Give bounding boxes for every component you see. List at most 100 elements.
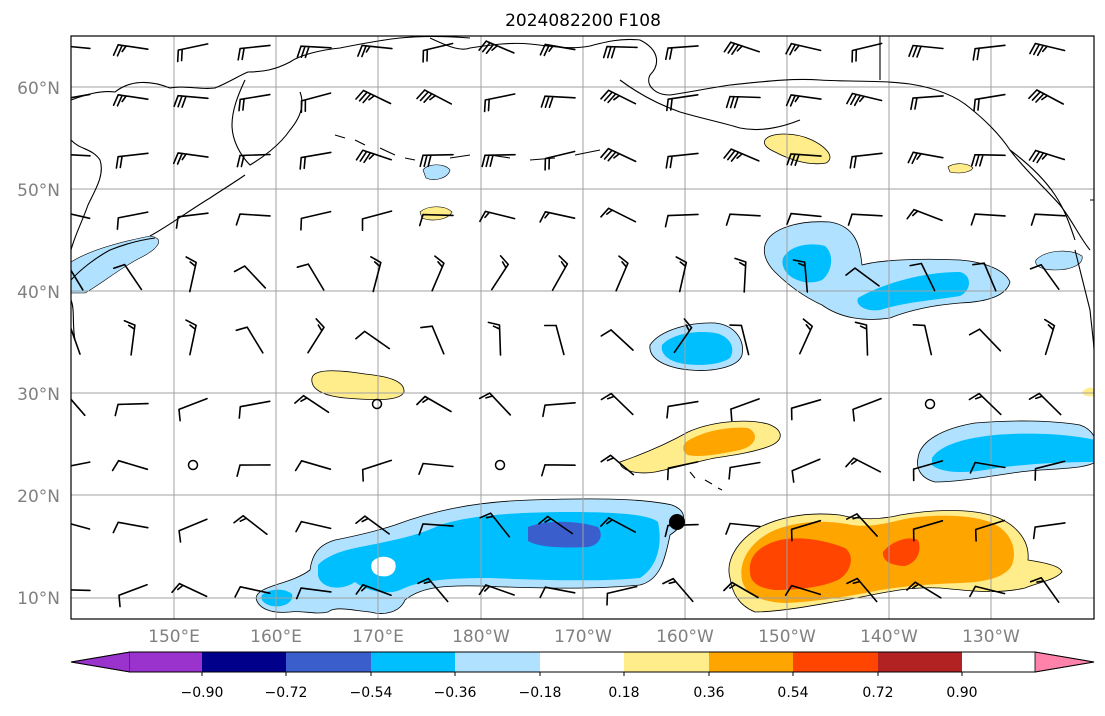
wind-barb — [846, 513, 878, 537]
wind-barb — [71, 523, 91, 530]
wind-barb — [361, 459, 393, 482]
lon-label: 170°E — [352, 627, 404, 647]
coast-kamchatka — [231, 79, 303, 166]
wind-barb — [729, 324, 750, 356]
lon-label: 150°W — [758, 627, 816, 647]
lat-label: 30°N — [17, 385, 60, 405]
wind-barb — [1028, 392, 1062, 416]
wind-barb — [849, 152, 883, 169]
wind-barb — [123, 320, 136, 356]
wind-barb — [666, 94, 699, 112]
colorbar-extend-high — [1034, 651, 1095, 673]
wind-barb — [478, 40, 515, 54]
lat-label: 50°N — [17, 181, 60, 201]
wind-barb — [786, 212, 822, 225]
colorbar-tick-label: 0.90 — [946, 685, 977, 701]
lon-label: 140°W — [860, 627, 918, 647]
wind-barb — [71, 461, 91, 467]
colorbar-tick-label: 0.72 — [862, 685, 893, 701]
wind-barb — [725, 213, 761, 226]
colorbar-tick-label: 0.54 — [777, 685, 808, 701]
calm-circle — [924, 398, 936, 410]
wind-barb — [851, 42, 883, 63]
wind-barb — [784, 584, 822, 596]
wind-barb — [71, 93, 91, 99]
wind-barb — [973, 93, 1006, 112]
wind-barb — [730, 398, 760, 422]
calm-markers — [187, 398, 936, 471]
wind-barb — [419, 153, 454, 168]
wind-barb — [236, 464, 271, 477]
wind-barb — [906, 208, 943, 222]
wind-barb — [1028, 89, 1064, 105]
wind-barb — [600, 454, 635, 476]
border-us-canada — [879, 36, 1094, 201]
colorbar-tick-label: −0.36 — [434, 685, 477, 701]
wind-barb — [357, 44, 393, 58]
wind-barb — [71, 589, 91, 592]
wind-barb — [847, 213, 883, 226]
wind-barb — [600, 147, 637, 163]
wind-barb — [113, 263, 143, 291]
wind-barb — [238, 400, 271, 419]
wind-barb — [307, 318, 325, 354]
wind-barb — [600, 89, 637, 105]
neg-hole — [371, 556, 396, 577]
wind-barb — [666, 461, 699, 481]
lat-label: 10°N — [17, 589, 60, 609]
neg-region-central-core — [661, 332, 733, 365]
wind-barbs — [71, 40, 1066, 608]
wind-barb — [910, 95, 944, 111]
wind-barb — [665, 152, 699, 169]
wind-barb — [71, 326, 81, 355]
wind-barb — [543, 324, 565, 356]
wind-barb — [666, 400, 699, 419]
wind-barb — [116, 211, 149, 230]
map-area — [71, 36, 1094, 619]
calm-circle — [371, 398, 383, 410]
wind-barb — [725, 95, 761, 109]
colorbar-tick-label: −0.18 — [519, 685, 562, 701]
wind-barb — [600, 207, 637, 223]
wind-barb — [912, 460, 944, 482]
wind-barb — [540, 95, 576, 109]
wind-barb — [846, 92, 883, 107]
wind-barb — [418, 462, 454, 475]
wind-barb — [912, 324, 933, 356]
wind-barb — [185, 256, 197, 293]
coast-kurils — [149, 174, 246, 237]
wind-barb — [481, 153, 516, 168]
wind-barb — [852, 397, 882, 422]
pos-small-3 — [1082, 387, 1094, 397]
wind-barb — [236, 153, 271, 168]
wind-barb — [178, 397, 208, 422]
colorbar-tick-label: −0.90 — [181, 685, 224, 701]
wind-barb — [479, 210, 516, 223]
wind-barb — [172, 152, 209, 165]
coast-siberia — [71, 36, 471, 101]
wind-barb — [112, 521, 149, 534]
wind-barb — [483, 93, 516, 113]
wind-barb — [673, 318, 693, 354]
colorbar-segment — [540, 652, 624, 672]
lon-label: 180°W — [452, 627, 510, 647]
wind-barb — [418, 213, 454, 227]
colorbar-segment — [878, 652, 962, 672]
wind-barb — [238, 93, 271, 112]
wind-barb — [295, 587, 332, 600]
colorbar-segment — [709, 652, 793, 672]
wind-barb — [355, 515, 390, 535]
pos-small-2 — [419, 206, 453, 221]
colorbar-segment — [455, 652, 540, 672]
lon-label: 130°W — [962, 627, 1020, 647]
wind-barb — [551, 255, 569, 291]
wind-barb — [235, 326, 264, 354]
wind-barb — [71, 268, 84, 291]
neg-region-japan — [71, 235, 160, 294]
wind-barb — [418, 523, 454, 536]
coast-alaska-peninsula — [619, 79, 801, 131]
wind-barb — [118, 583, 148, 608]
wind-barb — [235, 213, 271, 226]
wind-barb — [296, 45, 332, 59]
wind-barb — [541, 464, 576, 477]
